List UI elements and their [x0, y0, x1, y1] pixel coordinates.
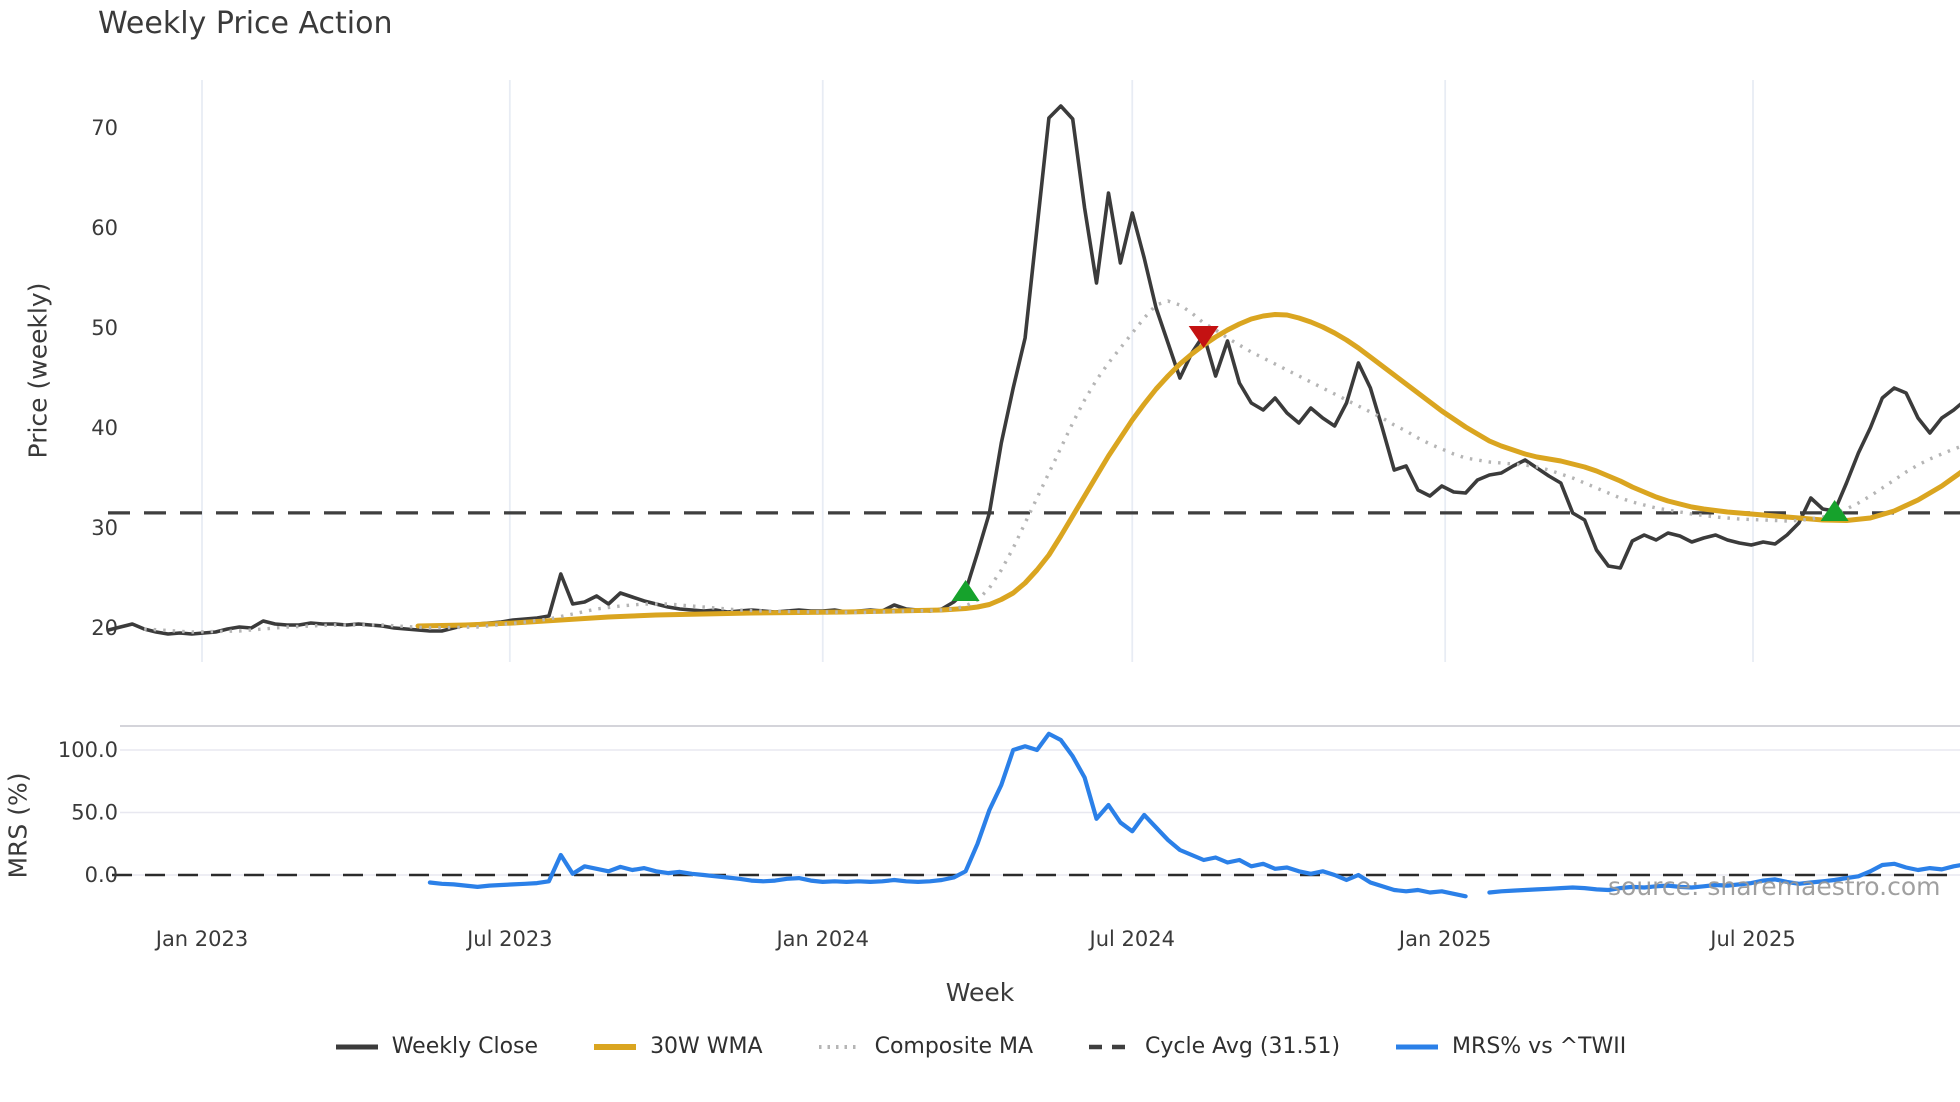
price-y-tick-label: 30 [91, 516, 118, 540]
x-tick-label: Jul 2024 [1088, 927, 1175, 951]
x-tick-label: Jan 2024 [774, 927, 869, 951]
source-watermark: source: sharemaestro.com [1608, 872, 1941, 901]
legend-swatch-cycle-avg-31-51 [1089, 1044, 1132, 1049]
chart-legend: Weekly Close 30W WMA Composite MA Cycle Avg… [0, 1034, 1960, 1059]
legend-swatch-composite-ma [818, 1044, 861, 1049]
legend-swatch-weekly-close [335, 1044, 378, 1049]
legend-label: 30W WMA [650, 1034, 763, 1059]
price-y-axis-label: Price (weekly) [23, 282, 53, 459]
legend-label: MRS% vs ^TWII [1452, 1034, 1627, 1059]
mrs-y-axis-label: MRS (%) [3, 772, 33, 879]
mrs-y-tick-label: 50.0 [71, 801, 118, 825]
legend-entry-mrs-vs-twii: MRS% vs ^TWII [1394, 1034, 1626, 1059]
mrs-y-tick-label: 100.0 [58, 738, 118, 762]
sell-signal-marker [1188, 326, 1219, 348]
chart-title: Weekly Price Action [98, 6, 393, 41]
series-weekly-close [106, 104, 1960, 636]
series-mrs-vs-twii [427, 731, 1960, 899]
price-y-tick-label: 70 [91, 116, 118, 140]
price-y-tick-label: 20 [91, 616, 118, 640]
mrs-y-tick-label: 0.0 [85, 863, 118, 887]
series-30w-wma [415, 312, 1960, 629]
buy-signal-marker [951, 580, 980, 601]
legend-label: Weekly Close [391, 1034, 539, 1059]
price-y-tick-label: 40 [91, 416, 118, 440]
legend-swatch-30w-wma [594, 1043, 637, 1050]
x-tick-label: Jul 2025 [1708, 927, 1795, 951]
buy-signal-marker [1820, 500, 1849, 521]
legend-entry-composite-ma: Composite MA [817, 1034, 1033, 1059]
legend-entry-weekly-close: Weekly Close [334, 1034, 538, 1059]
legend-label: Composite MA [874, 1034, 1034, 1059]
legend-entry-cycle-avg-31-51: Cycle Avg (31.51) [1087, 1034, 1340, 1059]
x-axis-label: Week [945, 978, 1015, 1007]
x-tick-label: Jan 2025 [1397, 927, 1492, 951]
legend-label: Cycle Avg (31.51) [1145, 1034, 1341, 1059]
price-y-tick-label: 60 [91, 216, 118, 240]
x-tick-label: Jul 2023 [465, 927, 552, 951]
legend-swatch-mrs-vs-twii [1396, 1044, 1439, 1049]
legend-entry-30w-wma: 30W WMA [592, 1034, 763, 1059]
x-tick-label: Jan 2023 [154, 927, 249, 951]
price-y-tick-label: 50 [91, 316, 118, 340]
series-composite-ma [144, 299, 1960, 634]
